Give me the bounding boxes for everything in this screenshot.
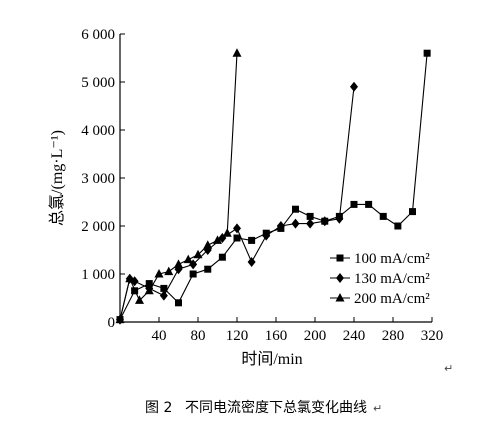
series-2 — [116, 81, 358, 325]
series-3-point — [174, 259, 183, 268]
x-tick-label: 200 — [304, 328, 327, 344]
series-1-point — [218, 253, 226, 261]
series-1-point — [160, 284, 168, 292]
series-3 — [115, 48, 242, 324]
series-3-point — [125, 273, 135, 283]
series-1-point — [248, 236, 256, 244]
y-tick-label: 4 000 — [81, 123, 115, 139]
series-3-point — [213, 235, 222, 244]
series-2-line — [119, 86, 355, 320]
series-1-point — [350, 200, 358, 208]
series-2-point — [350, 81, 358, 92]
series-3-point — [144, 285, 154, 295]
x-tick-label: 40 — [152, 328, 167, 344]
legend-item-1: 100 mA/cm² — [330, 251, 430, 267]
x-axis-ticks: 40 80 120 160 200 240 280 320 — [152, 317, 444, 344]
x-tick-label: 160 — [265, 328, 288, 344]
y-axis-ticks: 0 1 000 2 000 3 000 4 000 5 000 6 000 — [81, 27, 125, 331]
x-tick-label: 280 — [382, 328, 405, 344]
series-2-point — [233, 223, 241, 234]
y-tick-label: 0 — [108, 315, 116, 331]
series-2-point — [335, 213, 344, 224]
y-tick-label: 2 000 — [81, 219, 115, 235]
legend-label: 100 mA/cm² — [354, 251, 430, 267]
series-3-point — [154, 269, 164, 278]
series-1-point — [409, 208, 416, 216]
series-2-point — [291, 218, 300, 229]
figure-caption-text: 不同电流密度下总氯变化曲线 — [185, 399, 367, 416]
x-axis-title: 时间/min — [241, 350, 302, 368]
x-tick-label: 80 — [191, 328, 206, 344]
x-tick-label: 320 — [421, 328, 444, 344]
series-1-point — [394, 222, 402, 230]
y-tick-label: 1 000 — [81, 267, 115, 283]
series-1-point — [204, 265, 212, 273]
series-3-point — [183, 254, 193, 264]
series-1-point — [292, 205, 299, 213]
legend-item-2: 130 mA/cm² — [330, 271, 430, 287]
caption-paragraph-mark: ↵ — [373, 402, 382, 415]
legend-marker — [335, 293, 345, 302]
series-3-point — [203, 240, 213, 249]
legend-label: 130 mA/cm² — [354, 271, 430, 287]
series-2-point — [130, 276, 139, 287]
legend-item-3: 200 mA/cm² — [330, 291, 430, 307]
legend-marker — [336, 273, 344, 283]
series-3-point — [135, 295, 144, 304]
series-1-point — [423, 49, 431, 57]
series-1-point — [175, 299, 182, 307]
series-3-point — [222, 228, 232, 237]
series-2-point — [247, 257, 256, 267]
series-2-point — [276, 221, 285, 231]
series-3-point — [193, 249, 203, 259]
series-1-point — [233, 234, 241, 242]
series-1-point — [306, 212, 314, 220]
x-tick-label: 240 — [343, 328, 366, 344]
series-1-point — [379, 212, 387, 220]
y-tick-label: 6 000 — [81, 27, 115, 43]
series-2-point — [320, 216, 329, 227]
series-layer — [115, 48, 431, 325]
series-3-point — [164, 266, 174, 276]
series-3-line — [119, 53, 238, 320]
series-2-point — [262, 230, 271, 241]
y-axis-title: 总氯/(mg·L⁻¹) — [48, 130, 66, 226]
series-3-point — [115, 314, 125, 324]
x-tick-label: 120 — [226, 328, 249, 344]
legend: 100 mA/cm² 130 mA/cm² 200 mA/cm² — [330, 251, 430, 307]
y-tick-label: 5 000 — [81, 75, 115, 91]
legend-label: 200 mA/cm² — [354, 291, 430, 307]
series-1-point — [189, 270, 197, 278]
legend-marker — [336, 254, 344, 262]
y-tick-label: 3 000 — [81, 171, 115, 187]
figure-caption-label: 图 2 — [145, 400, 172, 416]
series-2-point — [306, 218, 315, 229]
series-3-point — [232, 48, 242, 57]
series-1-point — [365, 200, 373, 208]
paragraph-mark: ↵ — [444, 362, 453, 375]
series-2-point — [159, 290, 168, 301]
